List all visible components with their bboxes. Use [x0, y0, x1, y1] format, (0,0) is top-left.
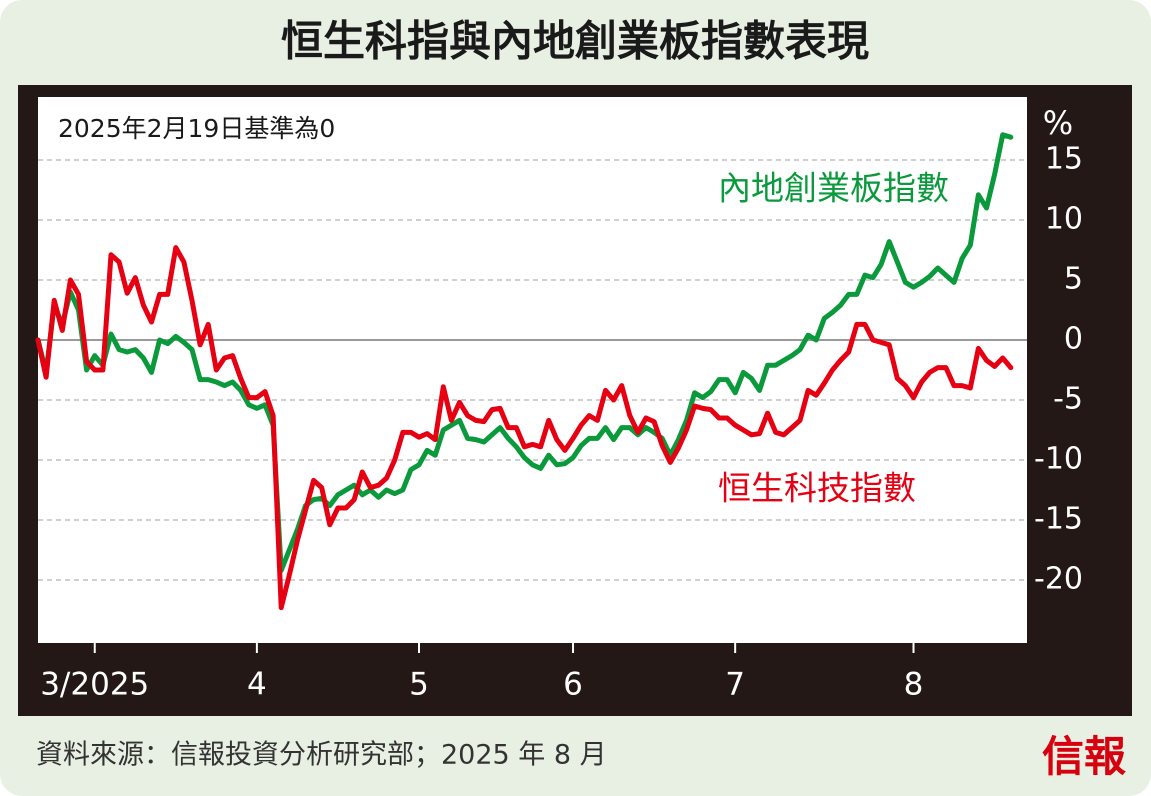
- y-tick-label: -5: [1053, 382, 1083, 417]
- source: 資料來源：信報投資分析研究部；2025 年 8 月: [36, 740, 607, 771]
- x-tick-label: 8: [904, 667, 924, 703]
- plot-area: [38, 97, 1027, 643]
- y-tick-label: -20: [1034, 562, 1083, 597]
- x-tick-label: 6: [563, 667, 583, 703]
- x-tick-label: 3/2025: [40, 667, 149, 703]
- x-tick-label: 5: [409, 667, 429, 703]
- y-unit: %: [1043, 104, 1073, 142]
- y-tick-label: 15: [1045, 142, 1083, 177]
- series-label: 內地創業板指數: [718, 169, 949, 208]
- logo: 信報: [1042, 732, 1126, 781]
- series-line: [35, 132, 1014, 573]
- y-tick-label: -10: [1034, 442, 1083, 477]
- chart-title: 恒生科指與內地創業板指數表現: [281, 17, 869, 66]
- series-label: 恒生科技指數: [718, 469, 916, 508]
- y-tick-label: 5: [1064, 262, 1083, 297]
- x-tick-label: 4: [247, 667, 267, 703]
- y-tick-label: -15: [1034, 502, 1083, 537]
- x-tick-label: 7: [725, 667, 745, 703]
- y-tick-label: 10: [1045, 202, 1083, 237]
- series-line: [35, 245, 1014, 611]
- annotation: 2025年2月19日基準為0: [58, 114, 335, 143]
- lines: [35, 132, 1014, 611]
- y-tick-label: 0: [1064, 322, 1083, 357]
